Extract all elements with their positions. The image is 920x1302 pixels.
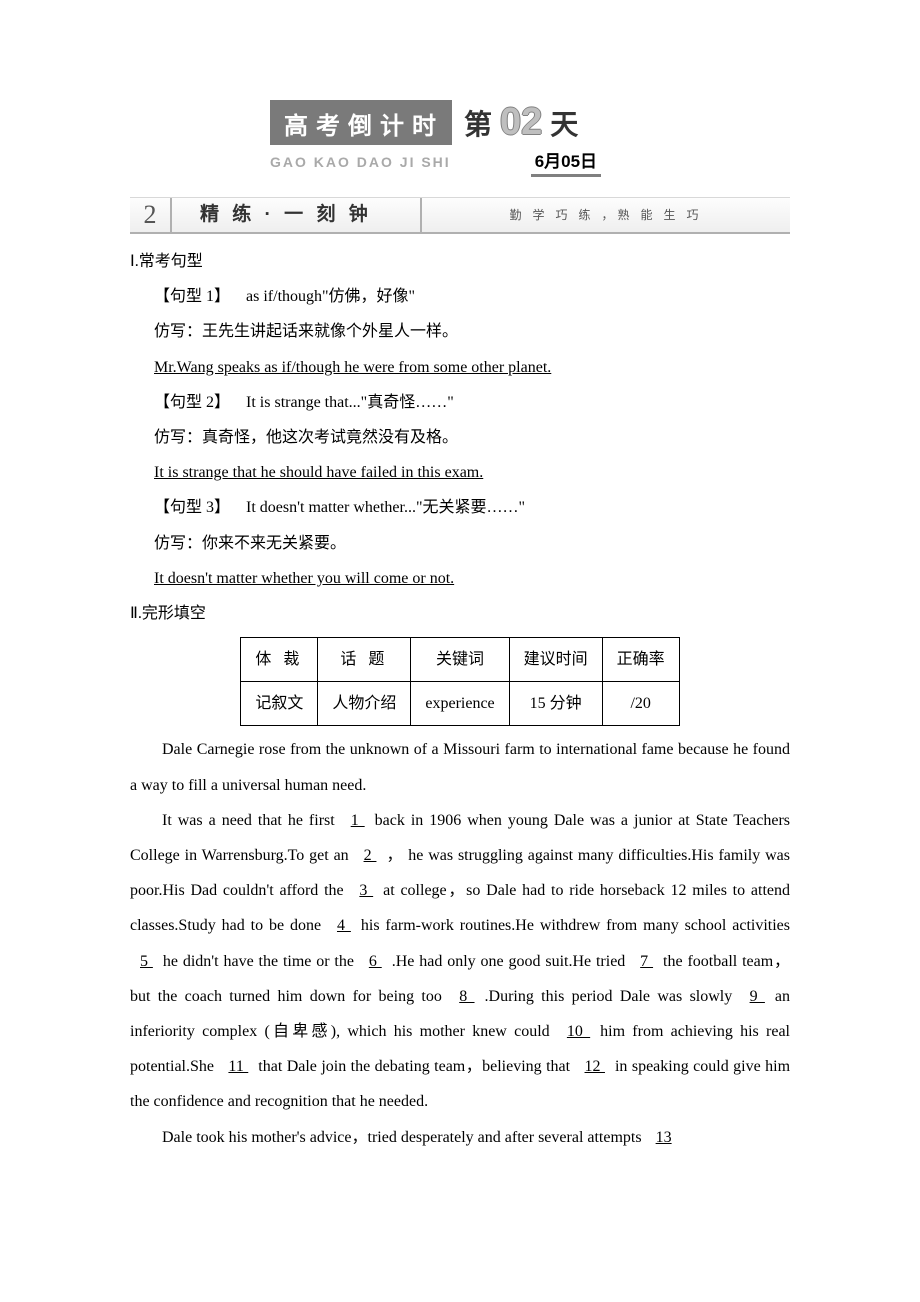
imitation-2-label: 仿写：: [154, 429, 202, 446]
header-day-number: 02: [500, 101, 542, 144]
pattern-3-label: 【句型 3】: [154, 499, 230, 516]
td-time: 15 分钟: [509, 682, 602, 726]
imitation-1-label: 仿写：: [154, 323, 202, 340]
info-table: 体 裁 话 题 关键词 建议时间 正确率 记叙文 人物介绍 experience…: [240, 637, 679, 726]
header-tian-char: 天: [550, 103, 578, 143]
part1-heading: Ⅰ.常考句型: [130, 244, 790, 279]
cloze-text: that Dale join the debating team，believi…: [258, 1058, 574, 1075]
part2-heading: Ⅱ.完形填空: [130, 596, 790, 631]
th-accuracy: 正确率: [602, 638, 679, 682]
th-genre: 体 裁: [241, 638, 318, 682]
pattern-2-label: 【句型 2】: [154, 394, 230, 411]
header-di-char: 第: [464, 103, 492, 143]
table-data-row: 记叙文 人物介绍 experience 15 分钟 /20: [241, 682, 679, 726]
blank-4: 4: [327, 917, 361, 934]
th-keyword: 关键词: [411, 638, 509, 682]
table-header-row: 体 裁 话 题 关键词 建议时间 正确率: [241, 638, 679, 682]
imitation-3-text: 你来不来无关紧要。: [202, 535, 346, 552]
answer-1-row: Mr.Wang speaks as if/though he were from…: [130, 350, 790, 385]
pattern-2-row: 【句型 2】 It is strange that..."真奇怪……": [130, 385, 790, 420]
cloze-text: his farm-work routines.He withdrew from …: [361, 917, 790, 934]
header-title: 高考倒计时: [270, 100, 452, 145]
blank-1: 1: [341, 812, 375, 829]
section-title: 精 练 · 一 刻 钟: [172, 198, 422, 232]
answer-2-row: It is strange that he should have failed…: [130, 455, 790, 490]
cloze-text: he didn't have the time or the: [163, 953, 359, 970]
page-container: 高考倒计时 第 02 天 GAO KAO DAO JI SHI 6月05日 2 …: [0, 0, 920, 1215]
blank-7: 7: [630, 953, 663, 970]
cloze-text: Dale took his mother's advice，tried desp…: [162, 1129, 646, 1146]
imitation-3-label: 仿写：: [154, 535, 202, 552]
blank-2: 2: [354, 847, 387, 864]
pattern-3-row: 【句型 3】 It doesn't matter whether..."无关紧要…: [130, 490, 790, 525]
answer-3-row: It doesn't matter whether you will come …: [130, 561, 790, 596]
imitation-1-text: 王先生讲起话来就像个外星人一样。: [202, 323, 458, 340]
imitation-2-text: 真奇怪，他这次考试竟然没有及格。: [202, 429, 458, 446]
imitation-3-row: 仿写：你来不来无关紧要。: [130, 526, 790, 561]
section-number: 2: [130, 198, 172, 232]
imitation-2-row: 仿写：真奇怪，他这次考试竟然没有及格。: [130, 420, 790, 455]
blank-10: 10: [557, 1023, 600, 1040]
cloze-text: It was a need that he first: [162, 812, 341, 829]
blank-5: 5: [130, 953, 163, 970]
td-keyword: experience: [411, 682, 509, 726]
blank-12: 12: [575, 1058, 615, 1075]
answer-1-text: Mr.Wang speaks as if/though he were from…: [154, 359, 551, 376]
cloze-paragraph-2: It was a need that he first 1 back in 19…: [130, 803, 790, 1120]
blank-8: 8: [449, 988, 484, 1005]
th-time: 建议时间: [509, 638, 602, 682]
answer-2-text: It is strange that he should have failed…: [154, 464, 483, 481]
pattern-2-text: It is strange that..."真奇怪……": [246, 394, 454, 411]
cloze-paragraph-3: Dale took his mother's advice，tried desp…: [130, 1120, 790, 1155]
blank-13: 13: [646, 1129, 682, 1146]
header-date: 6月05日: [531, 147, 601, 177]
th-topic: 话 题: [318, 638, 411, 682]
td-accuracy: /20: [602, 682, 679, 726]
pattern-1-row: 【句型 1】 as if/though"仿佛，好像": [130, 279, 790, 314]
pattern-1-label: 【句型 1】: [154, 288, 230, 305]
countdown-header: 高考倒计时 第 02 天: [270, 100, 790, 145]
td-topic: 人物介绍: [318, 682, 411, 726]
pattern-3-text: It doesn't matter whether..."无关紧要……": [246, 499, 525, 516]
subheader-row: GAO KAO DAO JI SHI 6月05日: [270, 147, 790, 177]
cloze-text: .He had only one good suit.He tried: [392, 953, 630, 970]
imitation-1-row: 仿写：王先生讲起话来就像个外星人一样。: [130, 314, 790, 349]
section-bar: 2 精 练 · 一 刻 钟 勤 学 巧 练 ，熟 能 生 巧: [130, 197, 790, 234]
td-genre: 记叙文: [241, 682, 318, 726]
blank-3: 3: [349, 882, 383, 899]
header-pinyin: GAO KAO DAO JI SHI: [270, 154, 451, 170]
cloze-paragraph-1: Dale Carnegie rose from the unknown of a…: [130, 732, 790, 802]
body-content: Ⅰ.常考句型 【句型 1】 as if/though"仿佛，好像" 仿写：王先生…: [130, 244, 790, 1155]
blank-9: 9: [740, 988, 775, 1005]
header-day-block: 第 02 天: [464, 101, 578, 144]
blank-6: 6: [359, 953, 392, 970]
blank-11: 11: [218, 1058, 258, 1075]
pattern-1-text: as if/though"仿佛，好像": [246, 288, 415, 305]
answer-3-text: It doesn't matter whether you will come …: [154, 570, 454, 587]
section-motto: 勤 学 巧 练 ，熟 能 生 巧: [422, 198, 790, 232]
cloze-text: .During this period Dale was slowly: [485, 988, 740, 1005]
